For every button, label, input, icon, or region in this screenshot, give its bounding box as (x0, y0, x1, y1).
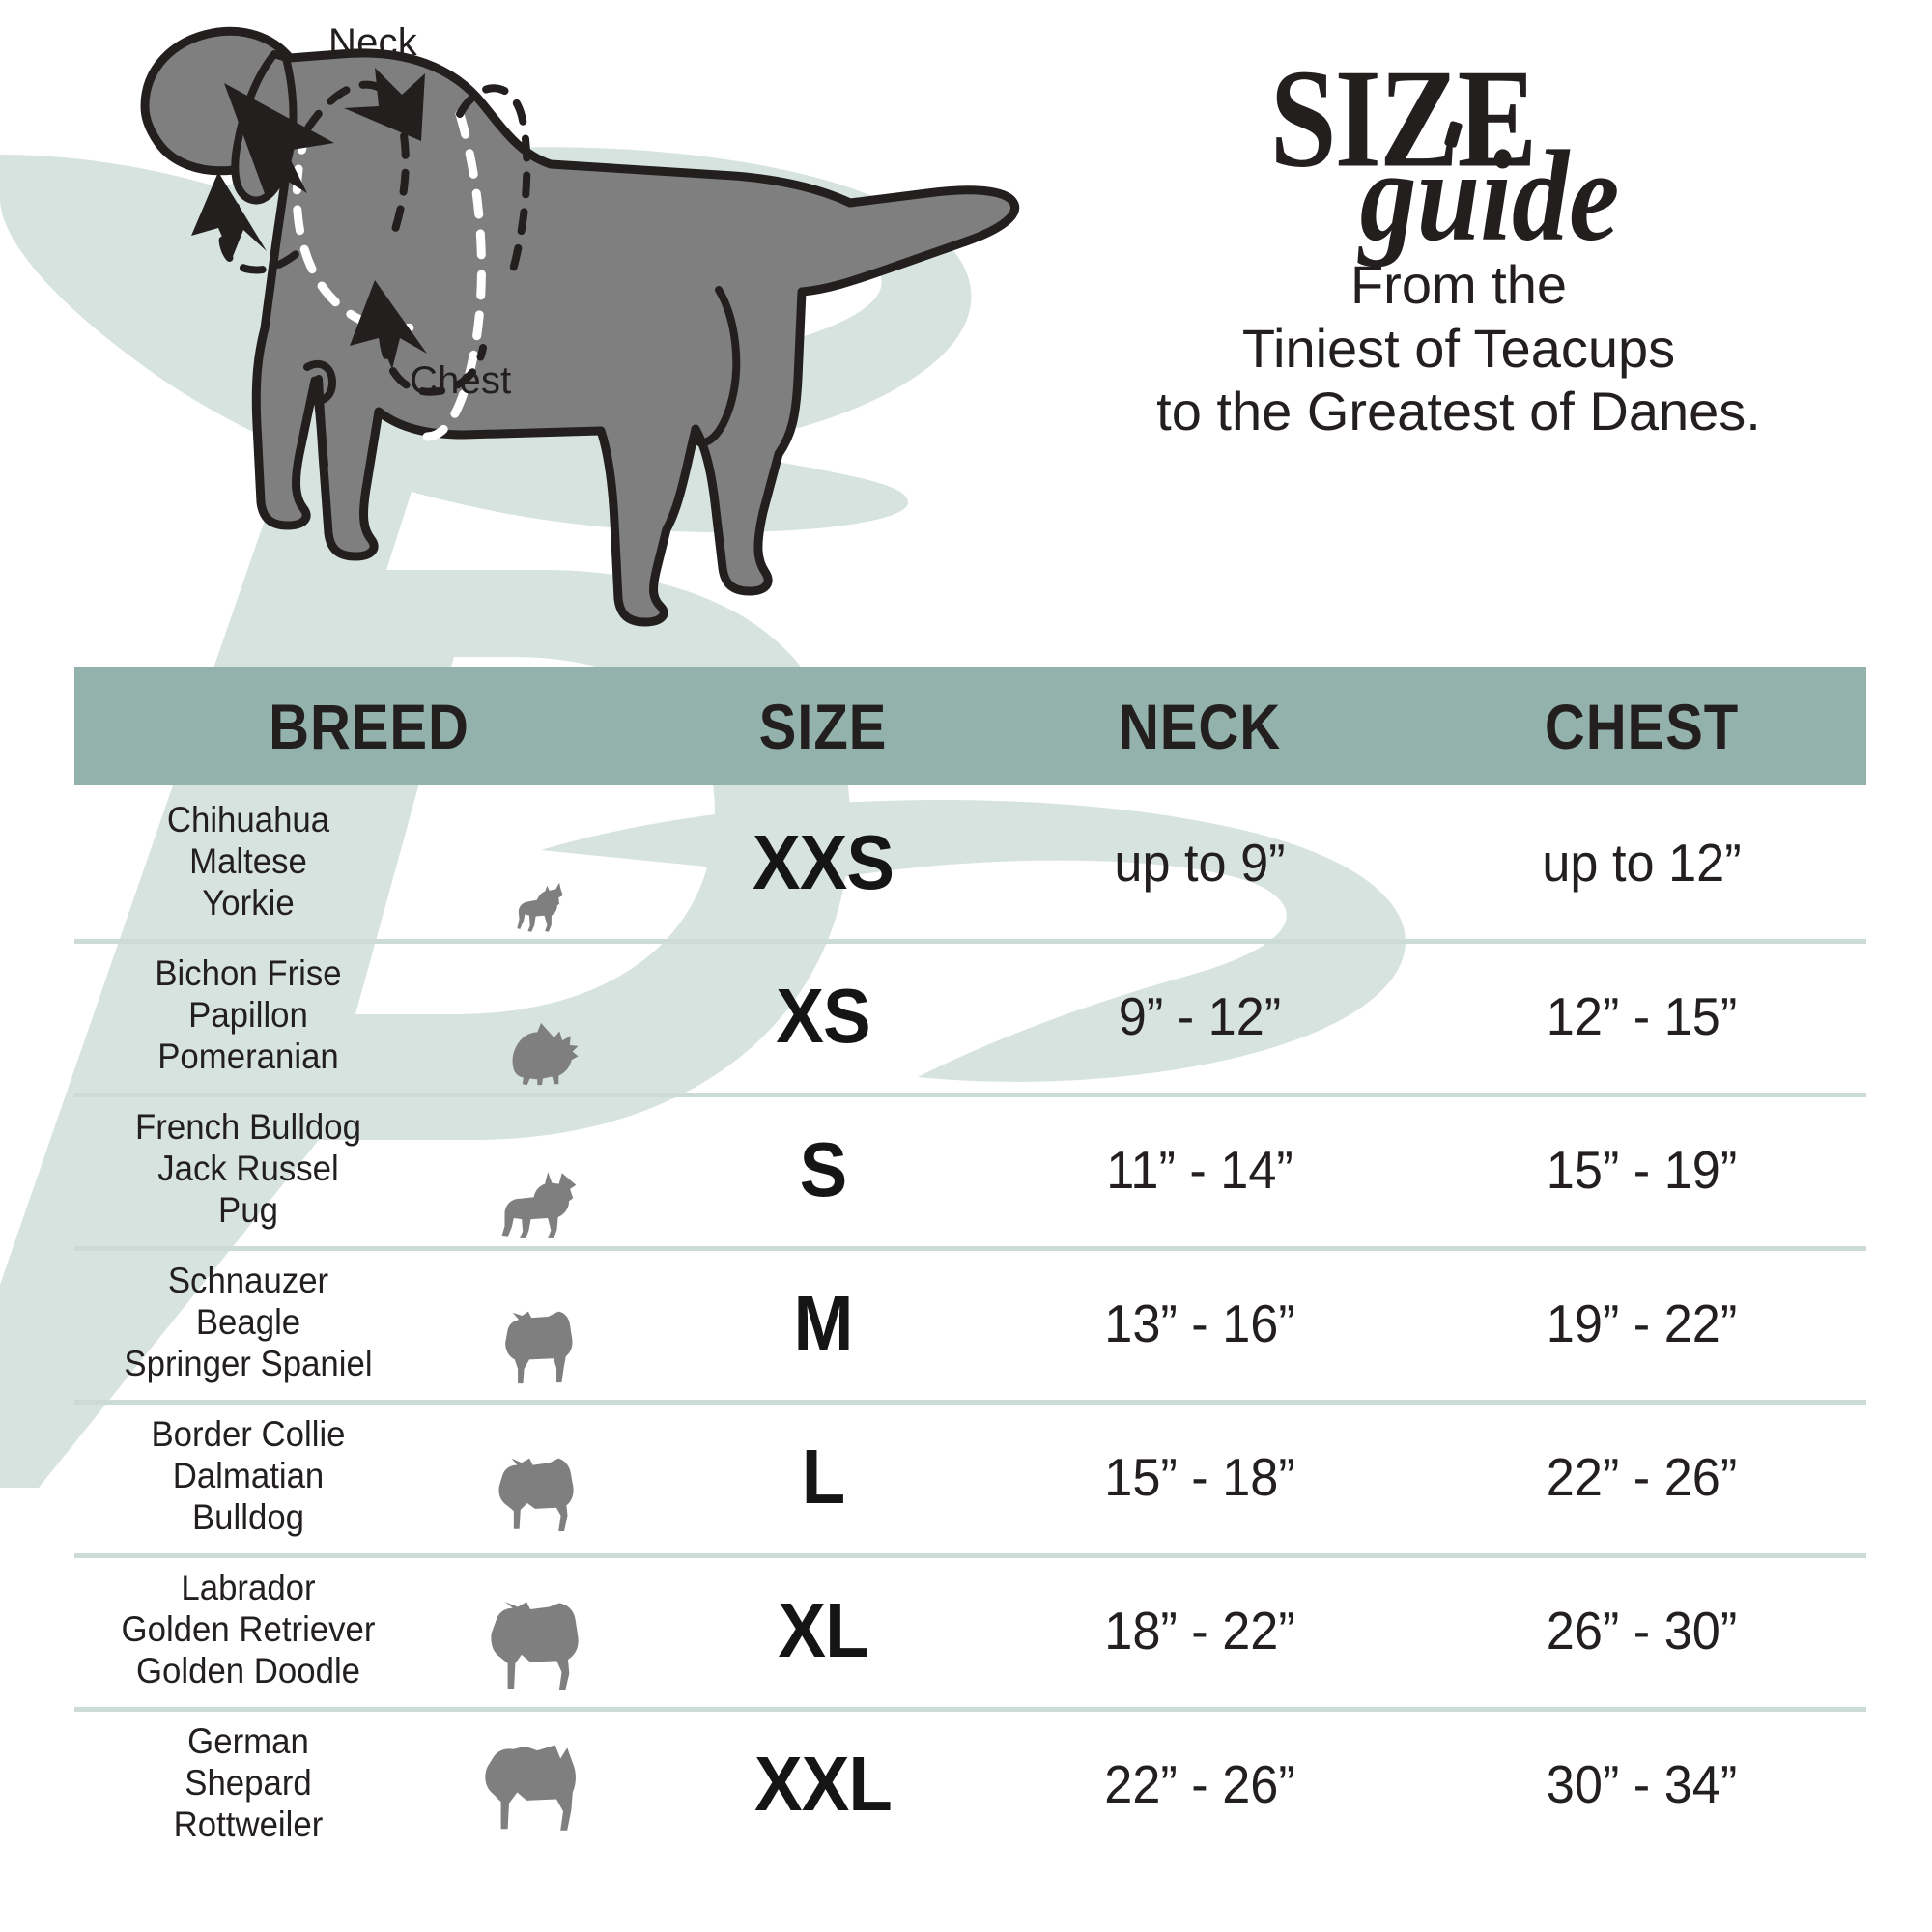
tagline: From the Tiniest of Teacups to the Great… (1024, 253, 1893, 443)
cell-breed: French Bulldog Jack Russel Pug (74, 1093, 664, 1246)
cell-chest: 22” - 26” (1546, 1446, 1738, 1507)
cell-breed: Chihuahua Maltese Yorkie (74, 785, 664, 939)
tagline-line-3: to the Greatest of Danes. (1156, 381, 1761, 442)
table-row: Border Collie Dalmatian Bulldog L 15” - 18” 2… (74, 1400, 1866, 1553)
german-shepherd-silhouette-icon (422, 1712, 664, 1857)
breed-name-list: Chihuahua Maltese Yorkie (85, 800, 412, 924)
cell-neck: 22” - 26” (1104, 1753, 1295, 1814)
column-header-size: SIZE (758, 690, 888, 762)
breed-name: Yorkie (202, 882, 295, 923)
table-row: French Bulldog Jack Russel Pug S 11” - 14” 15… (74, 1093, 1866, 1246)
breed-name: Labrador (181, 1568, 316, 1608)
cell-size: XS (776, 972, 870, 1059)
breed-name: Springer Spaniel (124, 1343, 373, 1383)
cell-chest: 30” - 34” (1546, 1753, 1738, 1814)
chihuahua-silhouette-icon (422, 790, 664, 935)
breed-name-list: Bichon Frise Papillon Pomeranian (85, 953, 412, 1078)
breed-name: Pug (218, 1189, 278, 1230)
breed-name: Jack Russel (157, 1149, 339, 1189)
arrow-neck-top-icon (224, 83, 334, 199)
table-row: Bichon Frise Papillon Pomeranian XS 9” - 12”… (74, 939, 1866, 1093)
breed-name-list: Schnauzer Beagle Springer Spaniel (85, 1261, 412, 1385)
breed-name-list: Labrador Golden Retriever Golden Doodle (85, 1568, 412, 1692)
column-header-chest: CHEST (1544, 690, 1740, 762)
cell-neck: 11” - 14” (1106, 1139, 1293, 1200)
title-block: SIZE guide From the Tiniest of Teacups t… (1024, 39, 1893, 580)
cell-breed: Labrador Golden Retriever Golden Doodle (74, 1553, 664, 1707)
column-header-neck: NECK (1118, 690, 1282, 762)
table-row: Chihuahua Maltese Yorkie XXS up to 9” up to 1… (74, 785, 1866, 939)
cell-breed: Border Collie Dalmatian Bulldog (74, 1400, 664, 1553)
cell-chest: 26” - 30” (1546, 1600, 1738, 1661)
cell-neck: 9” - 12” (1118, 985, 1282, 1046)
breed-name: Dalmatian (172, 1456, 325, 1496)
breed-name: German (187, 1721, 309, 1762)
tagline-line-2: Tiniest of Teacups (1241, 317, 1676, 379)
border-collie-silhouette-icon (422, 1405, 664, 1549)
cell-breed: Bichon Frise Papillon Pomeranian (74, 939, 664, 1093)
breed-name: Golden Retriever (121, 1609, 376, 1650)
page-title-guide: guide (1359, 124, 1620, 269)
french-bulldog-silhouette-icon (422, 1097, 664, 1242)
cell-size: S (799, 1125, 848, 1212)
cell-size: XXS (752, 818, 895, 905)
table-row: German Shepard Rottweiler XXL 22” - 26” 30” -… (74, 1707, 1866, 1861)
breed-name-list: French Bulldog Jack Russel Pug (85, 1107, 412, 1232)
cell-neck: 15” - 18” (1104, 1446, 1295, 1507)
cell-neck: up to 9” (1114, 832, 1286, 893)
page-title-size: SIZE (1269, 40, 1538, 197)
cell-size: XL (778, 1586, 868, 1673)
cell-chest: 15” - 19” (1546, 1139, 1738, 1200)
table-row: Schnauzer Beagle Springer Spaniel M 13” - 16… (74, 1246, 1866, 1400)
cell-size: XXL (754, 1740, 893, 1827)
breed-name: Border Collie (151, 1414, 346, 1455)
breed-name: Beagle (195, 1302, 301, 1343)
size-table: BREED SIZE NECK CHEST Chihuahua Maltese Yo… (74, 667, 1866, 1861)
breed-name: French Bulldog (135, 1107, 361, 1148)
cell-size: L (801, 1433, 845, 1520)
breed-name: Papillon (188, 995, 308, 1036)
breed-name-list: German Shepard Rottweiler (85, 1721, 412, 1846)
breed-name: Chihuahua (166, 800, 330, 840)
labrador-side-profile-illustration (0, 26, 1020, 627)
breed-name: Rottweiler (173, 1804, 324, 1844)
breed-name-list: Border Collie Dalmatian Bulldog (85, 1414, 412, 1539)
arrow-neck-back-icon (344, 68, 425, 141)
title-lockup: SIZE guide (1024, 39, 1893, 261)
cell-size: M (793, 1279, 853, 1366)
cell-chest: 19” - 22” (1546, 1293, 1738, 1353)
pomeranian-silhouette-icon (422, 944, 664, 1089)
breed-name: Bulldog (191, 1496, 305, 1537)
table-row: Labrador Golden Retriever Golden Doodle XL 1… (74, 1553, 1866, 1707)
column-header-breed: BREED (269, 690, 469, 762)
tagline-line-1: From the (1350, 254, 1568, 315)
labrador-silhouette-icon (422, 1558, 664, 1703)
cell-neck: 13” - 16” (1104, 1293, 1295, 1353)
cell-chest: up to 12” (1542, 832, 1742, 893)
breed-name: Maltese (189, 841, 307, 882)
table-body: Chihuahua Maltese Yorkie XXS up to 9” up to 1… (74, 785, 1866, 1861)
chest-measure-label: Chest (410, 359, 512, 402)
schnauzer-silhouette-icon (422, 1251, 664, 1396)
breed-name: Pomeranian (157, 1036, 339, 1076)
breed-name: Golden Doodle (135, 1650, 361, 1690)
breed-name: Bichon Frise (155, 953, 342, 994)
cell-chest: 12” - 15” (1546, 985, 1738, 1046)
breed-name: Schnauzer (167, 1261, 329, 1301)
table-header-row: BREED SIZE NECK CHEST (74, 667, 1866, 785)
cell-neck: 18” - 22” (1104, 1600, 1295, 1661)
cell-breed: Schnauzer Beagle Springer Spaniel (74, 1246, 664, 1400)
breed-name: Shepard (185, 1763, 312, 1804)
neck-measure-label: Neck (328, 21, 417, 64)
cell-breed: German Shepard Rottweiler (74, 1707, 664, 1861)
